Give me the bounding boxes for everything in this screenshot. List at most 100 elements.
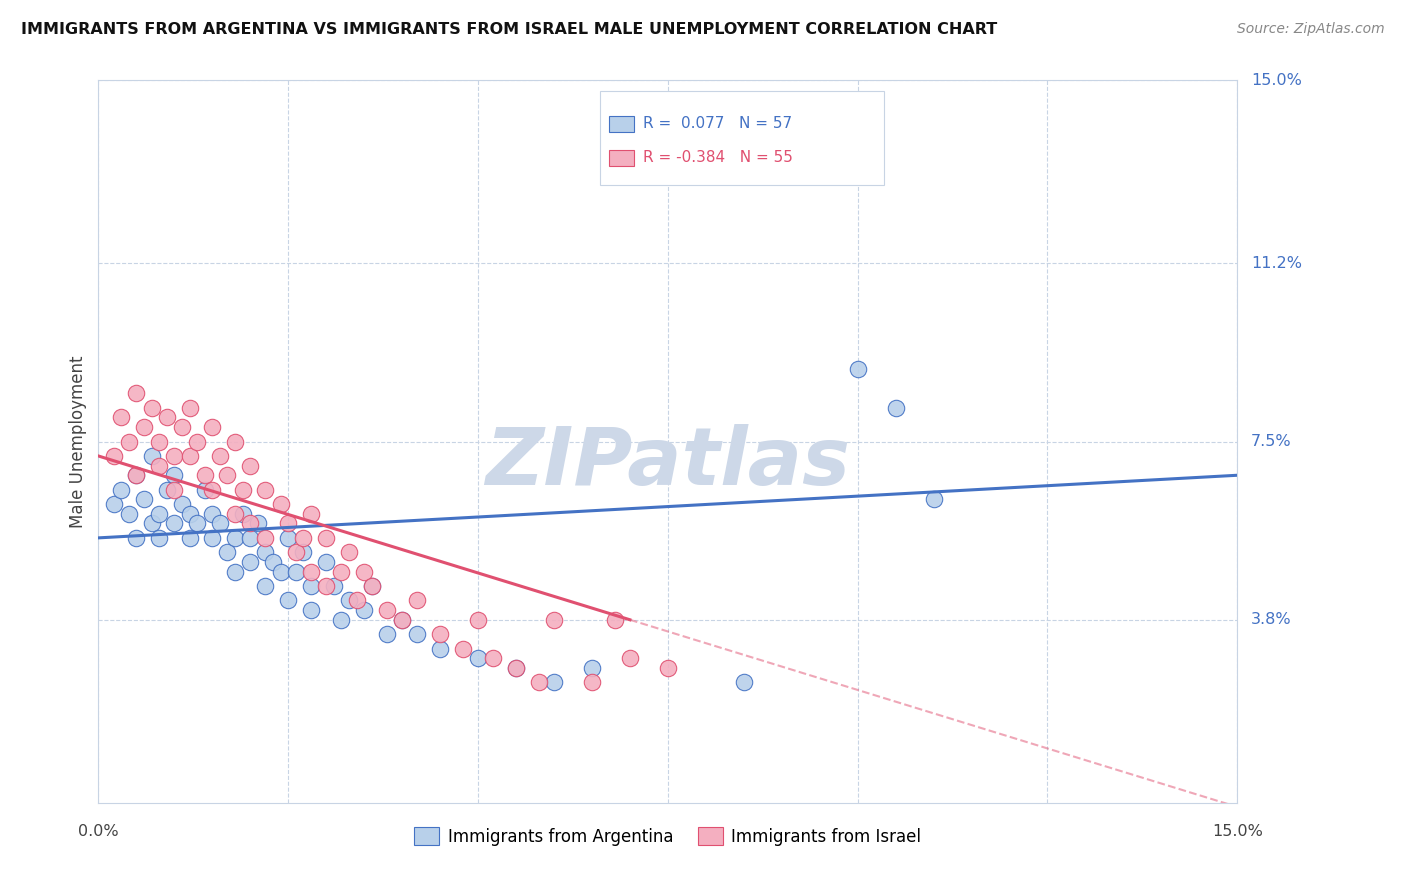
Point xyxy=(337,545,360,559)
Point xyxy=(125,386,148,401)
Point xyxy=(277,531,299,545)
Point xyxy=(163,468,186,483)
Point xyxy=(125,531,148,545)
Point xyxy=(315,579,337,593)
Point xyxy=(254,579,277,593)
Point xyxy=(118,434,141,449)
Point xyxy=(270,497,292,511)
Point xyxy=(543,613,565,627)
Point xyxy=(254,483,277,497)
Point xyxy=(148,458,170,473)
Text: ZIPatlas: ZIPatlas xyxy=(485,425,851,502)
Point xyxy=(315,555,337,569)
Point xyxy=(246,516,269,531)
Text: 3.8%: 3.8% xyxy=(1251,612,1292,627)
Point xyxy=(201,531,224,545)
Point xyxy=(201,420,224,434)
Point xyxy=(148,434,170,449)
Point xyxy=(299,507,322,521)
Point xyxy=(110,410,132,425)
Text: 0.0%: 0.0% xyxy=(79,824,118,839)
Text: R = -0.384   N = 55: R = -0.384 N = 55 xyxy=(643,150,793,165)
Point xyxy=(141,516,163,531)
Point xyxy=(110,483,132,497)
Point xyxy=(884,401,907,415)
Point xyxy=(922,492,945,507)
Point xyxy=(217,468,239,483)
Point xyxy=(322,579,344,593)
Point xyxy=(179,449,201,463)
Point xyxy=(163,449,186,463)
Point xyxy=(657,661,679,675)
Point xyxy=(125,468,148,483)
Point xyxy=(505,661,527,675)
Point xyxy=(733,675,755,690)
Point xyxy=(194,483,217,497)
Point xyxy=(375,603,398,617)
Point xyxy=(224,531,246,545)
Point xyxy=(657,145,679,160)
Point xyxy=(292,531,315,545)
Point xyxy=(330,565,353,579)
Point xyxy=(208,516,231,531)
Text: R =  0.077   N = 57: R = 0.077 N = 57 xyxy=(643,116,792,131)
Point xyxy=(284,565,307,579)
Point xyxy=(156,483,179,497)
Legend: Immigrants from Argentina, Immigrants from Israel: Immigrants from Argentina, Immigrants fr… xyxy=(408,821,928,852)
Point xyxy=(581,661,603,675)
Point xyxy=(360,579,382,593)
Point xyxy=(337,593,360,607)
Point xyxy=(360,579,382,593)
Point xyxy=(346,593,368,607)
Point xyxy=(543,675,565,690)
Point xyxy=(299,603,322,617)
Point xyxy=(224,507,246,521)
Text: IMMIGRANTS FROM ARGENTINA VS IMMIGRANTS FROM ISRAEL MALE UNEMPLOYMENT CORRELATIO: IMMIGRANTS FROM ARGENTINA VS IMMIGRANTS … xyxy=(21,22,997,37)
Point xyxy=(299,579,322,593)
Point xyxy=(239,555,262,569)
Text: 7.5%: 7.5% xyxy=(1251,434,1292,449)
Point xyxy=(163,483,186,497)
Point xyxy=(141,449,163,463)
Point xyxy=(201,507,224,521)
Point xyxy=(103,449,125,463)
Point xyxy=(277,516,299,531)
Point xyxy=(232,507,254,521)
Point xyxy=(239,458,262,473)
Point xyxy=(315,531,337,545)
Bar xyxy=(609,116,634,132)
Point xyxy=(467,613,489,627)
Point xyxy=(277,593,299,607)
Point xyxy=(406,593,429,607)
Point xyxy=(581,675,603,690)
Point xyxy=(103,497,125,511)
Point xyxy=(148,507,170,521)
Point xyxy=(224,434,246,449)
Point xyxy=(603,613,626,627)
Point xyxy=(194,468,217,483)
Point xyxy=(232,483,254,497)
Point xyxy=(141,401,163,415)
Point xyxy=(170,420,193,434)
Point xyxy=(118,507,141,521)
Point xyxy=(170,497,193,511)
Point xyxy=(375,627,398,641)
FancyBboxPatch shape xyxy=(599,91,884,185)
Point xyxy=(467,651,489,665)
Point xyxy=(179,531,201,545)
Point xyxy=(353,565,375,579)
Point xyxy=(179,507,201,521)
Point xyxy=(391,613,413,627)
Point xyxy=(353,603,375,617)
Point xyxy=(299,565,322,579)
Point xyxy=(186,434,208,449)
Point xyxy=(429,641,451,656)
Point xyxy=(156,410,179,425)
Point xyxy=(239,516,262,531)
Point xyxy=(527,675,550,690)
Point xyxy=(125,468,148,483)
Point xyxy=(330,613,353,627)
Point xyxy=(254,545,277,559)
Point xyxy=(186,516,208,531)
Point xyxy=(254,531,277,545)
